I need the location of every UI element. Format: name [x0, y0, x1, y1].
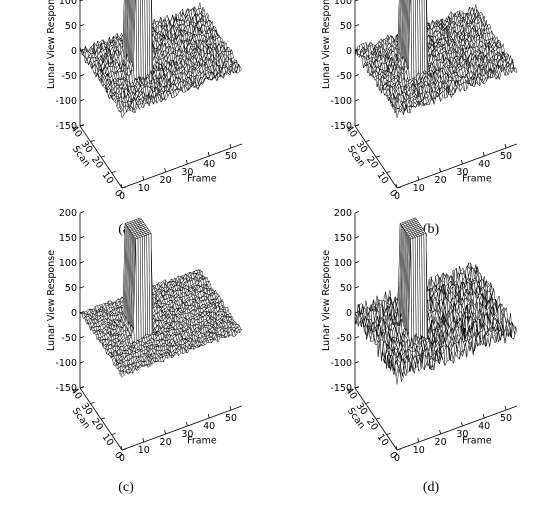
- scan-tick: [80, 125, 84, 126]
- frame-tick-label: 20: [160, 175, 172, 186]
- frame-tick: [418, 176, 419, 180]
- scan-tick: [101, 156, 105, 157]
- frame-tick: [186, 160, 187, 164]
- frame-tick: [143, 176, 144, 180]
- frame-tick: [483, 152, 484, 156]
- z-tick: [355, 75, 359, 77]
- z-tick-label: -50: [336, 71, 352, 82]
- surface-mesh: [355, 0, 517, 118]
- z-tick: [355, 100, 359, 102]
- frame-tick: [505, 144, 506, 148]
- frame-tick-label: 40: [203, 159, 215, 170]
- z-tick-label: 0: [71, 46, 77, 57]
- z-tick-label: -100: [330, 96, 352, 107]
- surface-cell: [396, 109, 399, 118]
- frame-axis-line: [122, 144, 242, 188]
- frame-tick-label: 50: [225, 151, 237, 162]
- z-axis-title: Lunar View Response: [46, 0, 57, 89]
- frame-tick-label: 40: [478, 159, 490, 170]
- frame-tick-label: 50: [500, 151, 512, 162]
- frame-tick: [208, 152, 209, 156]
- z-tick-label: -50: [61, 71, 77, 82]
- scan-tick: [397, 187, 401, 188]
- z-tick: [80, 75, 84, 77]
- frame-axis-title: Frame: [187, 174, 217, 185]
- scan-tick: [355, 125, 359, 126]
- frame-tick: [230, 144, 231, 148]
- z-tick-label: 0: [346, 46, 352, 57]
- z-tick: [355, 0, 359, 1]
- frame-tick-label: 10: [138, 183, 150, 194]
- scan-tick: [366, 141, 370, 142]
- z-tick-label: 50: [340, 21, 352, 32]
- z-tick: [80, 0, 84, 1]
- surface-mesh: [80, 0, 242, 118]
- frame-axis-title: Frame: [462, 174, 492, 185]
- scan-tick: [112, 172, 116, 173]
- z-tick: [80, 100, 84, 102]
- frame-tick: [440, 168, 441, 172]
- z-tick-label: 50: [65, 21, 77, 32]
- z-tick: [80, 25, 84, 27]
- frame-tick-label: 20: [435, 175, 447, 186]
- z-axis-title: Lunar View Response: [321, 0, 332, 89]
- z-tick-label: 100: [59, 0, 77, 7]
- z-tick: [355, 25, 359, 27]
- frame-tick-label: 10: [413, 183, 425, 194]
- frame-tick: [461, 160, 462, 164]
- scan-tick: [122, 187, 126, 188]
- scan-tick: [387, 172, 391, 173]
- scan-tick: [376, 156, 380, 157]
- z-tick-label: -100: [55, 96, 77, 107]
- z-tick-label: 100: [334, 0, 352, 7]
- frame-tick: [165, 168, 166, 172]
- frame-axis-line: [397, 144, 517, 188]
- scan-tick: [91, 141, 95, 142]
